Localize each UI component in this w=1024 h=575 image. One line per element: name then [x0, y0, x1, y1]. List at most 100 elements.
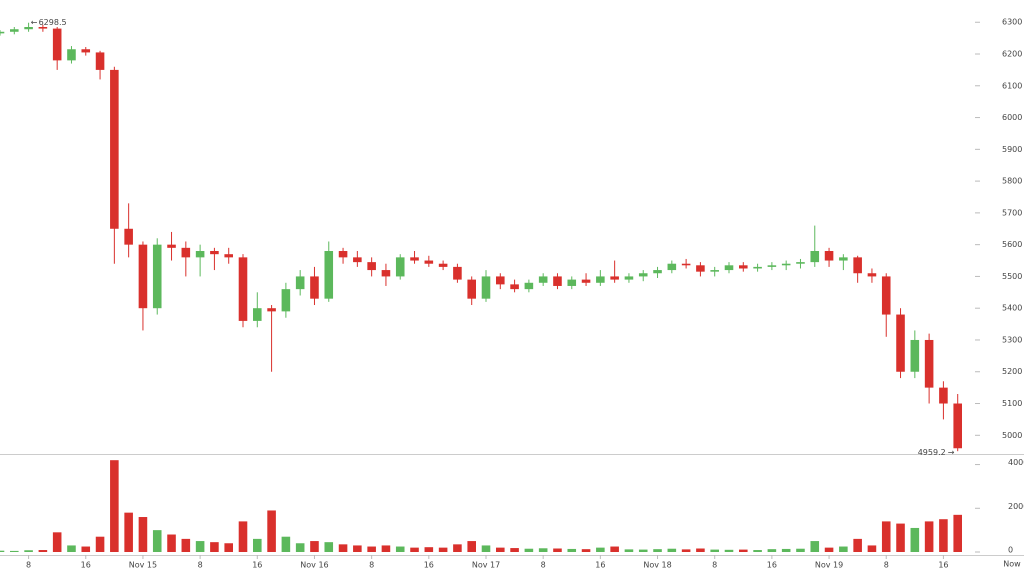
- candle-body: [910, 339, 920, 372]
- volume-bar: [338, 544, 348, 552]
- candle-body: [610, 276, 619, 280]
- annotation-label: 4959.2: [918, 448, 946, 457]
- volume-bar: [67, 545, 76, 552]
- volume-bar: [624, 549, 634, 552]
- candle-body: [267, 308, 276, 312]
- x-tick-label: 8: [369, 561, 374, 570]
- volume-bar: [24, 550, 33, 552]
- annotation-arrow: ←: [31, 18, 38, 27]
- volume-bar: [10, 550, 19, 552]
- y2-tick-label: 0: [1008, 546, 1013, 555]
- candle-body: [824, 251, 834, 261]
- volume-bar: [353, 545, 362, 552]
- candle-body: [67, 49, 76, 61]
- candle-body: [953, 403, 962, 449]
- candle-body: [81, 49, 91, 53]
- candle-body: [453, 266, 462, 280]
- volume-bar: [310, 541, 319, 552]
- volume-bar: [267, 510, 276, 552]
- y-tick-label: 5000: [1002, 431, 1022, 440]
- volume-bar: [253, 538, 262, 552]
- candle-body: [839, 257, 848, 261]
- x-tick-label: 8: [198, 561, 203, 570]
- candle-body: [138, 244, 148, 309]
- volume-bar: [152, 530, 162, 552]
- candle-body: [581, 279, 591, 283]
- volume-bar: [853, 538, 862, 552]
- x-tick-label: 16: [81, 561, 91, 570]
- volume-bar: [953, 514, 962, 552]
- candle-body: [567, 279, 577, 286]
- volume-bar: [767, 549, 777, 552]
- candle-body: [653, 270, 662, 274]
- volume-bar: [867, 545, 877, 552]
- candle-body: [124, 228, 133, 245]
- candle-body: [724, 265, 734, 271]
- volume-bar: [324, 542, 334, 552]
- candle-body: [496, 276, 505, 285]
- candle-body: [638, 273, 648, 277]
- candle-body: [152, 244, 162, 309]
- now-label: Now: [1003, 560, 1021, 569]
- candle-body: [238, 257, 248, 321]
- volume-bar: [567, 548, 577, 552]
- candle-body: [295, 276, 305, 290]
- volume-bar: [381, 545, 391, 552]
- volume-bar: [681, 549, 691, 552]
- candle-body: [110, 69, 119, 229]
- y-tick-label: 5700: [1002, 208, 1022, 217]
- volume-bar: [653, 549, 662, 552]
- x-tick-label: Nov 16: [300, 561, 328, 570]
- candle-body: [681, 263, 691, 266]
- volume-bar: [824, 547, 834, 552]
- x-tick-label: 8: [541, 561, 546, 570]
- candle-body: [781, 263, 791, 266]
- candle-body: [624, 276, 634, 280]
- volume-bar: [667, 548, 677, 552]
- volume-bar: [739, 549, 748, 552]
- x-tick-label: 16: [938, 561, 948, 570]
- volume-bar: [0, 550, 5, 552]
- candle-body: [167, 244, 176, 248]
- candle-body: [710, 270, 719, 272]
- candle-body: [553, 276, 562, 286]
- candle-body: [210, 251, 219, 255]
- volume-bar: [781, 548, 791, 552]
- candle-body: [24, 27, 33, 30]
- volume-bar: [924, 521, 934, 552]
- volume-bar: [195, 541, 205, 552]
- volume-bar: [581, 549, 591, 552]
- volume-bar: [553, 548, 562, 552]
- candle-body: [796, 262, 805, 264]
- candle-body: [310, 276, 319, 299]
- candle-body: [896, 314, 905, 372]
- candle-body: [52, 28, 62, 61]
- candle-body: [524, 282, 534, 290]
- volume-bar: [496, 547, 505, 552]
- volume-bar: [110, 460, 119, 552]
- candle-body: [367, 262, 376, 271]
- x-tick-label: 8: [712, 561, 717, 570]
- candle-body: [467, 279, 476, 299]
- y-tick-label: 5800: [1002, 177, 1022, 186]
- volume-bar: [52, 532, 62, 552]
- volume-bar: [238, 521, 248, 552]
- x-tick-label: Nov 15: [129, 561, 157, 570]
- y2-tick-label: 2000: [1008, 502, 1024, 511]
- candle-body: [181, 247, 191, 258]
- candle-body: [281, 289, 291, 312]
- candle-body: [324, 251, 334, 299]
- candle-body: [95, 52, 105, 70]
- y-tick-label: 5400: [1002, 304, 1022, 313]
- candle-body: [10, 29, 19, 32]
- volume-bar: [810, 541, 820, 552]
- volume-bar: [939, 519, 948, 552]
- candle-body: [667, 263, 677, 271]
- volume-bar: [839, 546, 848, 552]
- y-tick-label: 5100: [1002, 399, 1022, 408]
- volume-bar: [424, 547, 434, 552]
- annotation-label: 6298.5: [39, 18, 67, 27]
- volume-bar: [367, 546, 376, 552]
- volume-bar: [395, 546, 405, 552]
